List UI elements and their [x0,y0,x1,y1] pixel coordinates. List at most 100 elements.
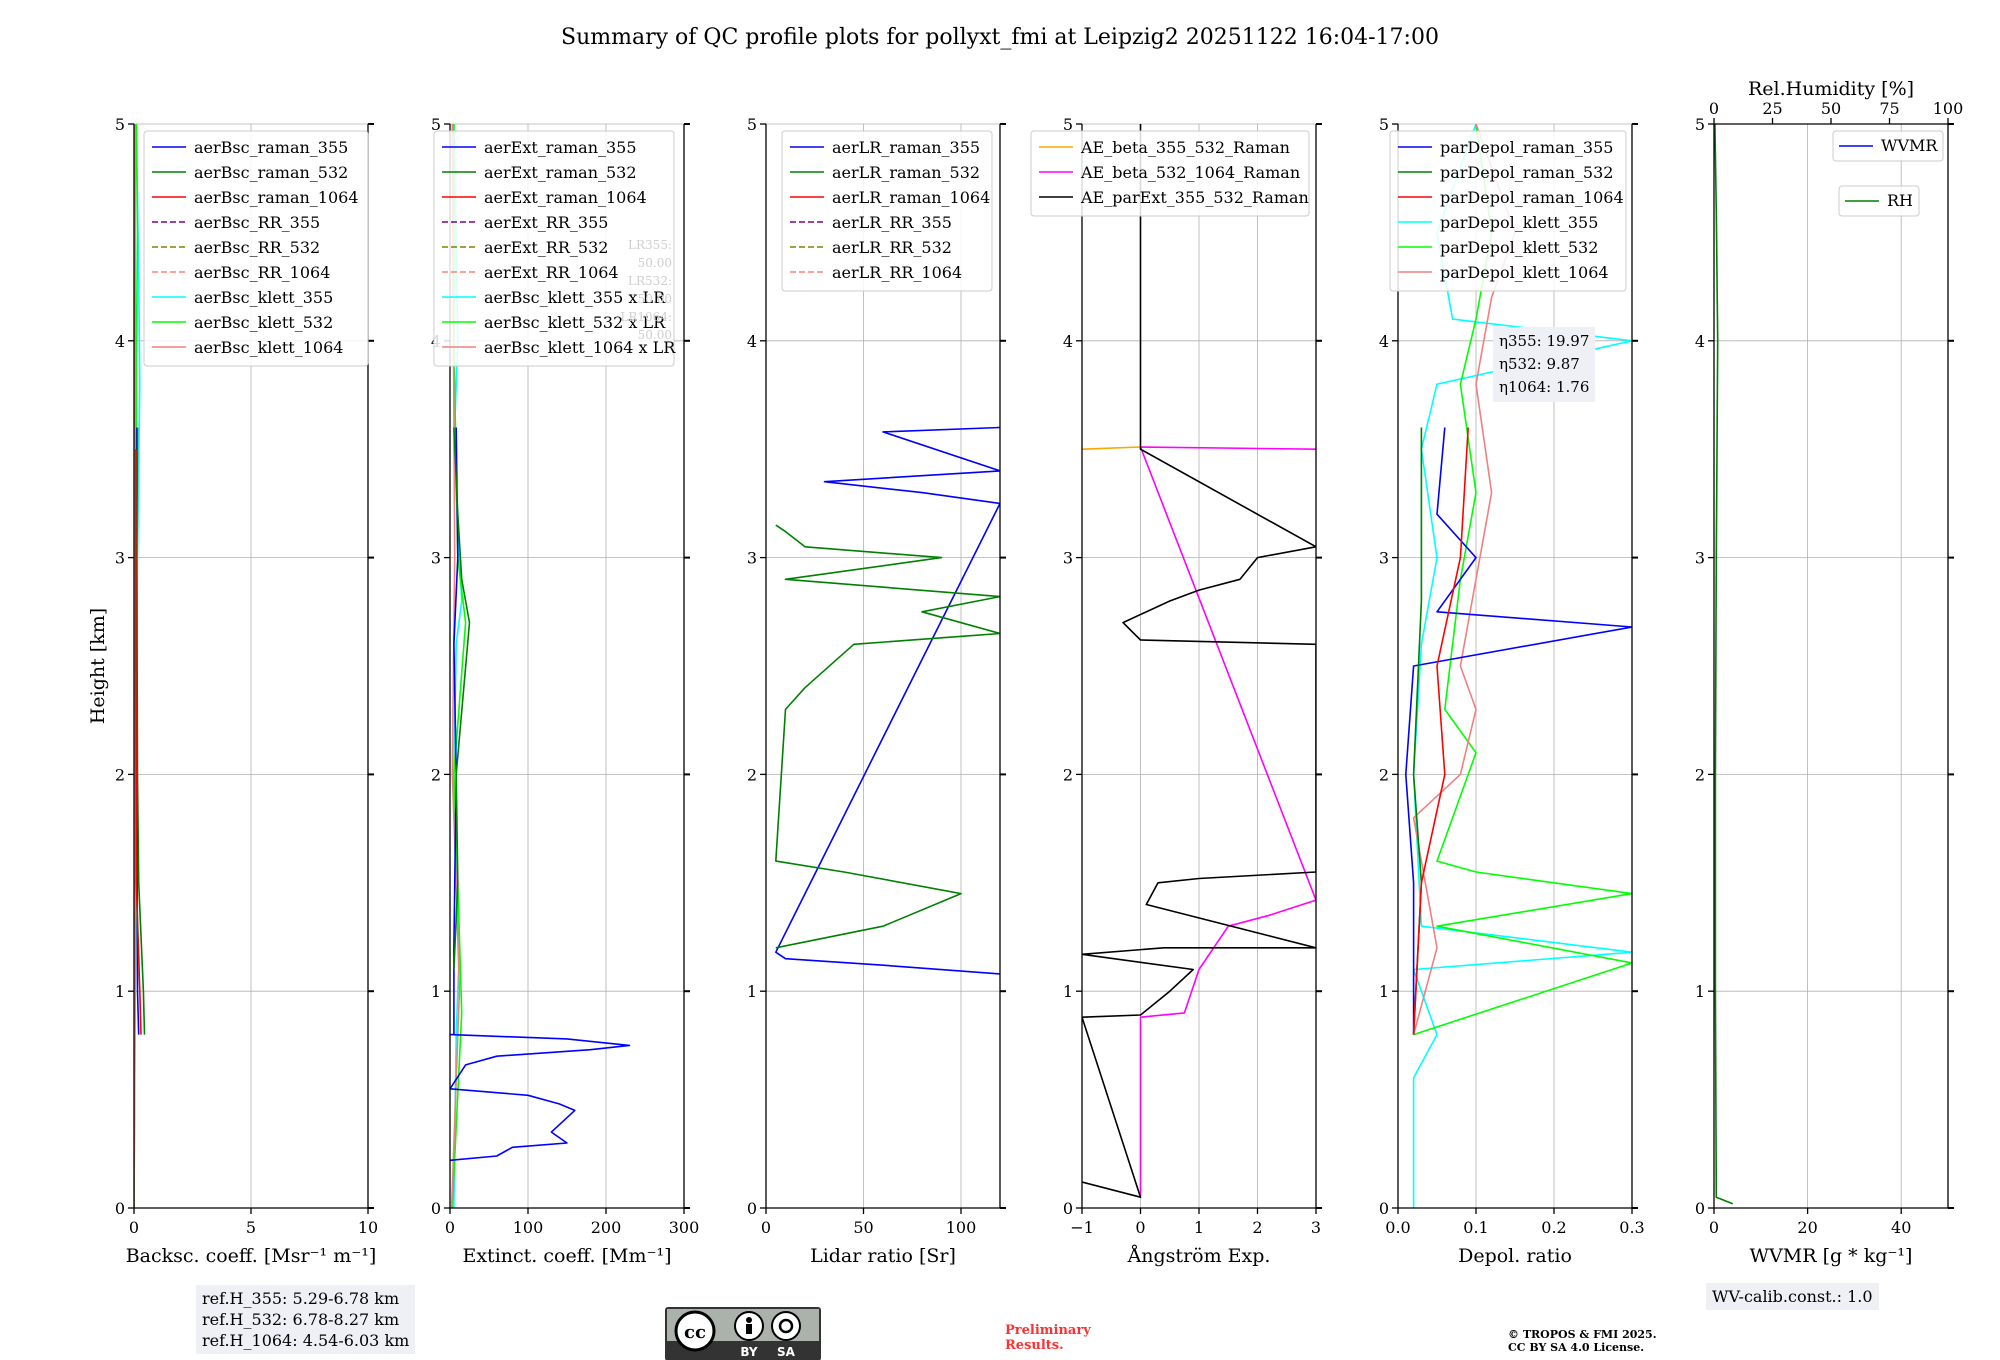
x-axis-label: Lidar ratio [Sr] [810,1245,956,1267]
series-line-parDepol_raman_355 [1405,427,1632,1035]
y-tick-label: 0 [1063,1199,1073,1218]
legend-label[interactable]: aerExt_RR_1064 [484,263,619,282]
y-tick-label: 1 [1063,982,1073,1001]
chart-panel-5: 0 1 2 3 4 5 0.0 0.1 0.2 0.3 Depol. ratio parDepol_r… [1379,115,1645,1267]
series-line-aerBsc_raman_1064 [135,449,142,1035]
series-group [450,124,631,1208]
y-tick-label: 3 [747,549,757,568]
legend-label[interactable]: AE_beta_532_1064_Raman [1080,163,1300,182]
legend-label[interactable]: aerLR_RR_1064 [832,263,962,282]
x-tick-label: 0.3 [1619,1218,1644,1237]
x-tick-label: 0 [761,1218,771,1237]
legend-label[interactable]: WVMR [1881,136,1938,155]
lr-faint-355: LR355: 50.00 [628,238,672,270]
eta-box: η355: 19.97 η532: 9.87 η1064: 1.76 [1493,327,1596,402]
y-tick-label: 5 [1063,115,1073,134]
y-tick-label: 2 [115,765,125,784]
legend-label[interactable]: aerBsc_klett_532 x LR [484,313,666,332]
legend-label[interactable]: aerExt_raman_532 [484,163,637,182]
legend-label[interactable]: AE_parExt_355_532_Raman [1080,188,1309,207]
y-tick-label: 2 [1695,765,1705,784]
x-axis-label: Backsc. coeff. [Msr⁻¹ m⁻¹] [126,1245,377,1267]
y-tick-label: 3 [115,549,125,568]
series-line-aerBsc_klett_355 x LR [453,124,463,1208]
series-line-AE_beta_532_1064_Raman [1139,446,1316,1198]
top-tick-label: 50 [1821,99,1841,118]
series-line-aerExt_raman_355 [450,427,631,1162]
legend-label[interactable]: parDepol_raman_1064 [1440,188,1624,207]
ref-height-355: ref.H_355: 5.29-6.78 km [202,1289,400,1308]
legend-label[interactable]: parDepol_klett_1064 [1440,263,1609,282]
legend-label[interactable]: parDepol_raman_355 [1440,138,1613,157]
x-tick-label: 2 [1252,1218,1262,1237]
ref-height-box: ref.H_355: 5.29-6.78 km ref.H_532: 6.78-… [196,1285,416,1354]
legend-label[interactable]: aerLR_raman_1064 [832,188,990,207]
legend-label[interactable]: aerBsc_klett_1064 x LR [484,338,676,357]
preliminary-line-1: Preliminary [1005,1323,1091,1338]
x-axis-label: WVMR [g * kg⁻¹] [1750,1245,1913,1267]
legend-label[interactable]: aerBsc_raman_532 [194,163,348,182]
x-tick-label: 20 [1797,1218,1817,1237]
by-person-icon [746,1317,752,1323]
x-tick-label: 5 [246,1218,256,1237]
legend-label[interactable]: RH [1887,191,1913,210]
eta-355: η355: 19.97 [1499,332,1590,350]
chart-panel-2: 0123450100200300Extinct. coeff. [Mm⁻¹]ae… [431,115,699,1267]
legend-label[interactable]: aerBsc_klett_532 [194,313,333,332]
y-tick-label: 5 [747,115,757,134]
x-tick-label: 200 [591,1218,622,1237]
series-line-aerExt_raman_532 [453,427,471,970]
legend-label[interactable]: aerLR_RR_532 [832,238,952,257]
legend-box [1389,130,1627,292]
series-line-aerLR_raman_355 [775,426,1000,975]
legend-label[interactable]: AE_beta_355_532_Raman [1080,138,1290,157]
y-tick-label: 3 [1695,549,1705,568]
legend-label[interactable]: aerBsc_klett_1064 [194,338,343,357]
top-tick-label: 75 [1879,99,1899,118]
x-tick-label: 300 [669,1218,700,1237]
legend-label[interactable]: aerLR_raman_532 [832,163,980,182]
legend-label[interactable]: aerBsc_klett_355 [194,288,333,307]
legend-label[interactable]: aerExt_RR_355 [484,213,608,232]
legend-box [1030,130,1310,217]
x-axis-label: Extinct. coeff. [Mm⁻¹] [462,1245,671,1267]
series-line-parDepol_klett_355 [1412,124,1632,1208]
legend-label[interactable]: aerBsc_RR_532 [194,238,320,257]
legend-label[interactable]: aerBsc_RR_355 [194,213,320,232]
legend-label[interactable]: aerLR_RR_355 [832,213,952,232]
legend-label[interactable]: parDepol_raman_532 [1440,163,1613,182]
y-tick-label: 1 [431,982,441,1001]
legend-label[interactable]: aerBsc_klett_355 x LR [484,288,666,307]
legend-box [433,130,675,367]
y-tick-label: 1 [1695,982,1705,1001]
series-group [134,124,146,1208]
y-tick-label: 1 [115,982,125,1001]
series-line-parDepol_raman_1064 [1412,427,1469,1035]
y-tick-label: 0 [431,1199,441,1218]
x-tick-label: 0 [129,1218,139,1237]
x-axis-label: Depol. ratio [1458,1245,1572,1267]
legend-label[interactable]: aerBsc_raman_355 [194,138,348,157]
y-tick-label: 2 [1063,765,1073,784]
cc-license-badge[interactable]: cc BY SA [665,1307,821,1360]
copyright-line-1: © TROPOS & FMI 2025. [1508,1328,1657,1341]
y-tick-label: 3 [1379,549,1389,568]
y-tick-label: 1 [1379,982,1389,1001]
series-line-aerBsc_raman_532 [136,427,146,1035]
copyright-note: © TROPOS & FMI 2025. CC BY SA 4.0 Licens… [1508,1328,1657,1354]
legend-label[interactable]: aerExt_raman_1064 [484,188,647,207]
legend-label[interactable]: aerExt_RR_532 [484,238,608,257]
legend-label[interactable]: parDepol_klett_355 [1440,213,1598,232]
series-group [1082,124,1316,1198]
legend-label[interactable]: aerLR_raman_355 [832,138,980,157]
x-tick-label: 1 [1194,1218,1204,1237]
legend-label[interactable]: aerBsc_raman_1064 [194,188,359,207]
y-tick-label: 0 [1695,1199,1705,1218]
y-tick-label: 3 [431,549,441,568]
legend-label[interactable]: parDepol_klett_532 [1440,238,1598,257]
legend-label[interactable]: aerBsc_RR_1064 [194,263,330,282]
cc-sa-label: SA [777,1345,796,1359]
legend-label[interactable]: aerExt_raman_355 [484,138,637,157]
lr-faint-1064: LR1064: 50.00 [620,310,672,342]
